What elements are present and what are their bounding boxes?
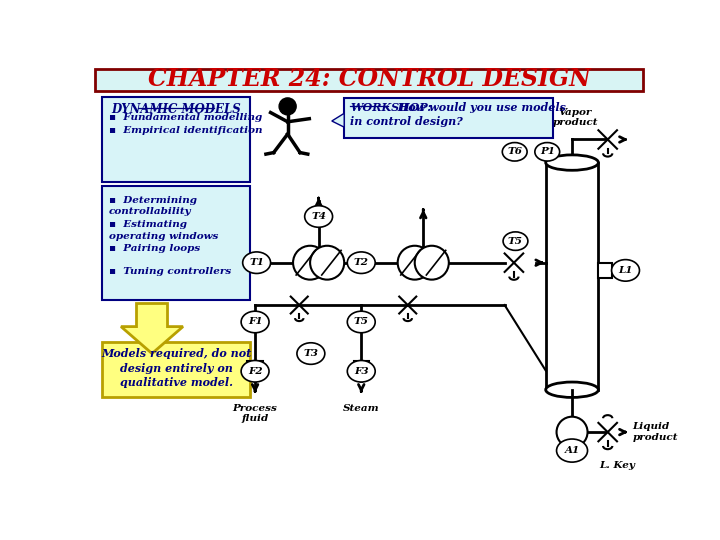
- Text: Steam: Steam: [343, 403, 379, 413]
- Text: DYNAMIC MODELS: DYNAMIC MODELS: [111, 103, 241, 116]
- Bar: [546, 163, 598, 390]
- Ellipse shape: [347, 311, 375, 333]
- Text: T2: T2: [354, 258, 369, 267]
- Bar: [96, 70, 642, 91]
- Ellipse shape: [241, 361, 269, 382]
- Text: L. Key: L. Key: [599, 461, 635, 470]
- Text: P1: P1: [540, 147, 554, 156]
- Text: T5: T5: [354, 318, 369, 327]
- Ellipse shape: [503, 143, 527, 161]
- Ellipse shape: [611, 260, 639, 281]
- Bar: [598, 262, 612, 278]
- Text: in control design?: in control design?: [351, 117, 463, 127]
- Bar: [102, 97, 251, 182]
- Text: F2: F2: [248, 367, 262, 376]
- Text: ▪  Pairing loops: ▪ Pairing loops: [109, 244, 200, 253]
- Text: T5: T5: [508, 237, 523, 246]
- Text: Vapor
product: Vapor product: [552, 108, 598, 127]
- Ellipse shape: [557, 439, 588, 462]
- Ellipse shape: [243, 252, 271, 273]
- Circle shape: [397, 246, 432, 280]
- Polygon shape: [332, 113, 344, 127]
- Text: Liquid
product: Liquid product: [632, 422, 678, 442]
- Bar: [102, 186, 251, 300]
- Text: T4: T4: [311, 212, 326, 221]
- Ellipse shape: [305, 206, 333, 227]
- Ellipse shape: [503, 232, 528, 251]
- Text: ▪  Fundamental modelling: ▪ Fundamental modelling: [109, 112, 263, 122]
- Text: CHAPTER 24: CONTROL DESIGN: CHAPTER 24: CONTROL DESIGN: [148, 68, 590, 91]
- Circle shape: [293, 246, 327, 280]
- Text: T6: T6: [507, 147, 522, 156]
- Text: F3: F3: [354, 367, 369, 376]
- Ellipse shape: [546, 382, 598, 397]
- Ellipse shape: [347, 252, 375, 273]
- Circle shape: [415, 246, 449, 280]
- Text: ▪  Empirical identification: ▪ Empirical identification: [109, 126, 263, 134]
- Text: A1: A1: [564, 446, 580, 455]
- Ellipse shape: [535, 143, 559, 161]
- Text: How would you use models: How would you use models: [390, 102, 566, 113]
- Ellipse shape: [241, 311, 269, 333]
- Circle shape: [310, 246, 344, 280]
- Circle shape: [279, 98, 296, 115]
- Text: ▪  Determining
controllability: ▪ Determining controllability: [109, 195, 197, 216]
- Text: T3: T3: [303, 349, 318, 358]
- Text: WORKSHOP:: WORKSHOP:: [351, 102, 432, 113]
- Text: T1: T1: [249, 258, 264, 267]
- Ellipse shape: [297, 343, 325, 364]
- Text: Models required, do not
design entirely on
qualitative model.: Models required, do not design entirely …: [101, 348, 251, 388]
- Text: ▪  Estimating
operating windows: ▪ Estimating operating windows: [109, 220, 218, 241]
- Circle shape: [557, 417, 588, 448]
- Text: L1: L1: [618, 266, 633, 275]
- Polygon shape: [121, 303, 183, 354]
- Bar: [344, 98, 554, 138]
- Text: Process
fluid: Process fluid: [233, 403, 277, 423]
- Text: F1: F1: [248, 318, 262, 327]
- Ellipse shape: [347, 361, 375, 382]
- Text: ▪  Tuning controllers: ▪ Tuning controllers: [109, 267, 231, 275]
- Ellipse shape: [546, 155, 598, 170]
- Bar: [102, 342, 251, 397]
